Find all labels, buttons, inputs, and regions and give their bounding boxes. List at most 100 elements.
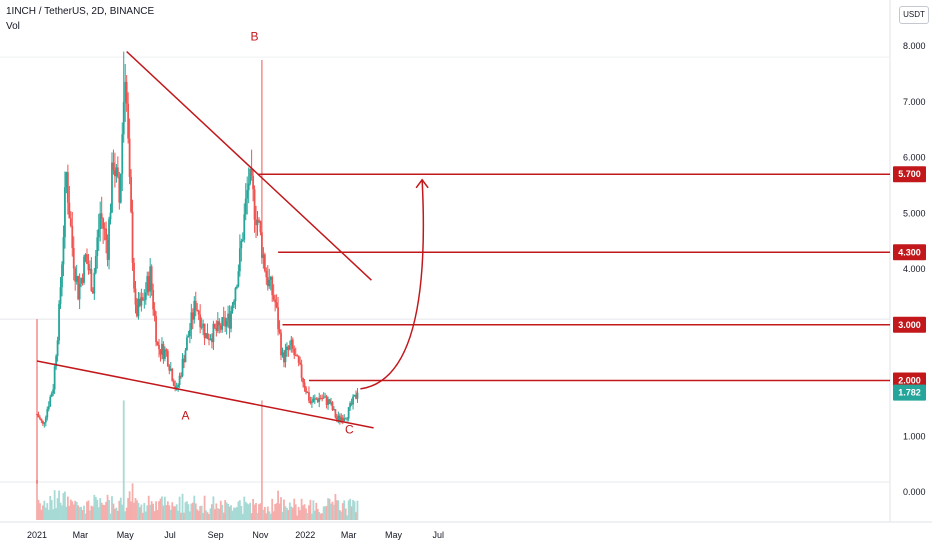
candle-body: [153, 309, 156, 317]
candle-body: [94, 255, 97, 273]
candle-layer: [36, 51, 359, 484]
candle-body: [150, 266, 153, 290]
candle-body: [105, 228, 107, 240]
candle-body: [262, 254, 265, 258]
candle-body: [155, 316, 157, 343]
volume-bar: [256, 512, 259, 520]
volume-bar: [175, 504, 178, 520]
candle-body: [310, 402, 313, 404]
candle-body: [156, 342, 159, 345]
candle-body: [288, 345, 291, 350]
candle-body: [86, 254, 88, 265]
candle-body: [83, 256, 85, 283]
candle-body: [128, 138, 131, 177]
volume-bar: [341, 503, 344, 520]
volume-bar: [274, 503, 277, 520]
candle-body: [278, 329, 281, 333]
volume-bar: [312, 500, 315, 520]
volume-bar: [252, 498, 254, 520]
volume-indicator-label[interactable]: Vol: [6, 21, 20, 32]
candle-body: [36, 413, 38, 415]
candle-body: [350, 403, 353, 405]
candle-body: [46, 409, 49, 418]
volume-bar: [55, 508, 58, 520]
candle-body: [146, 276, 149, 293]
candle-body: [225, 320, 228, 327]
candle-body: [338, 415, 341, 421]
volume-bar: [350, 506, 353, 520]
volume-bar: [174, 506, 177, 520]
candle-body: [259, 220, 262, 233]
projection-arrow: [360, 179, 425, 390]
volume-bar: [152, 503, 155, 520]
volume-bar: [191, 502, 194, 520]
candle-body: [62, 237, 65, 265]
candle-body: [303, 382, 306, 388]
volume-bar: [137, 502, 140, 520]
volume-bar: [177, 510, 180, 520]
volume-bar: [69, 499, 72, 520]
volume-bar: [200, 505, 203, 520]
volume-bar: [281, 511, 284, 520]
x-tick-label: 2021: [27, 530, 47, 540]
candle-body: [333, 409, 335, 411]
volume-bar: [90, 505, 93, 520]
candle-body: [344, 418, 347, 420]
volume-bar: [181, 493, 184, 520]
volume-bar: [159, 498, 162, 520]
candle-body: [240, 240, 243, 249]
candle-body: [50, 393, 53, 397]
x-tick-label: May: [385, 530, 403, 540]
volume-bar: [280, 497, 282, 520]
candle-body: [124, 81, 127, 103]
volume-bar: [315, 502, 318, 520]
candle-body: [163, 349, 166, 359]
candle-body: [287, 346, 290, 350]
volume-bar: [111, 496, 113, 520]
candle-body: [43, 422, 46, 424]
volume-bar: [74, 500, 77, 520]
volume-bar: [108, 499, 110, 520]
volume-bar: [121, 504, 124, 520]
candle-body: [97, 229, 100, 238]
candle-body: [291, 339, 294, 349]
candle-body: [125, 81, 128, 104]
volume-bar: [199, 506, 202, 520]
volume-bar: [356, 500, 359, 520]
volume-bar: [169, 509, 172, 520]
volume-bar: [259, 503, 262, 520]
candle-body: [216, 321, 219, 331]
volume-bar: [128, 491, 131, 520]
volume-bar: [116, 510, 119, 520]
volume-bar: [61, 505, 63, 520]
candle-body: [328, 399, 331, 404]
volume-bar: [352, 499, 354, 520]
volume-bar: [162, 505, 165, 520]
volume-bar: [309, 499, 312, 520]
volume-bar: [89, 510, 91, 520]
volume-bar: [253, 504, 256, 520]
volume-bar: [149, 504, 152, 520]
volume-bar: [333, 504, 335, 520]
volume-bar: [284, 506, 287, 520]
volume-bar: [196, 509, 199, 520]
symbol-title[interactable]: 1INCH / TetherUS, 2D, BINANCE: [6, 6, 155, 17]
x-tick-label: Mar: [73, 530, 89, 540]
volume-bar: [340, 511, 343, 520]
candle-body: [52, 389, 55, 394]
volume-bar: [133, 502, 135, 520]
volume-bar: [344, 508, 347, 520]
candle-body: [263, 254, 266, 271]
volume-bar: [47, 509, 50, 520]
candle-body: [141, 297, 144, 300]
volume-bar: [337, 500, 340, 520]
volume-bar: [233, 507, 235, 520]
candle-body: [81, 278, 84, 283]
volume-bar: [171, 502, 174, 520]
candle-body: [144, 292, 147, 300]
candle-body: [302, 377, 304, 383]
currency-unit-badge[interactable]: USDT: [899, 6, 929, 24]
candle-body: [149, 266, 152, 292]
candle-body: [228, 313, 231, 329]
